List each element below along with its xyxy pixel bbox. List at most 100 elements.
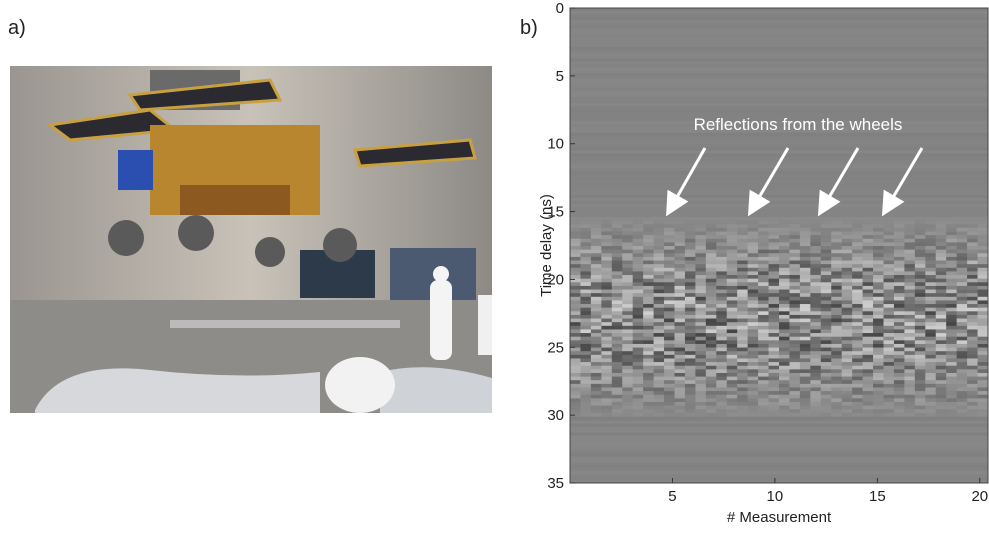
texture — [799, 383, 811, 388]
texture — [925, 289, 937, 294]
texture — [862, 412, 874, 417]
texture — [883, 387, 895, 392]
texture — [601, 267, 613, 272]
texture — [820, 227, 832, 232]
texture — [611, 282, 623, 287]
texture — [967, 412, 978, 417]
texture — [716, 369, 728, 374]
texture — [852, 300, 863, 305]
texture — [737, 285, 748, 290]
texture — [789, 307, 801, 312]
texture — [601, 256, 613, 261]
texture — [611, 318, 623, 323]
texture — [862, 282, 874, 287]
texture — [956, 387, 968, 392]
texture — [946, 401, 957, 406]
texture — [570, 358, 581, 363]
texture — [925, 231, 937, 236]
texture — [737, 362, 748, 367]
texture — [653, 242, 665, 247]
texture — [674, 267, 686, 272]
texture — [705, 340, 717, 345]
texture — [873, 372, 884, 377]
texture — [904, 318, 916, 323]
texture — [946, 318, 957, 323]
texture — [935, 314, 947, 319]
texture — [570, 114, 988, 119]
texture — [570, 235, 581, 240]
texture — [946, 325, 957, 330]
texture — [716, 401, 728, 406]
texture — [716, 249, 728, 254]
texture — [747, 271, 759, 276]
texture — [977, 318, 989, 323]
texture — [664, 224, 675, 229]
texture — [580, 293, 592, 298]
texture — [705, 282, 717, 287]
texture — [799, 329, 811, 334]
texture — [925, 343, 937, 348]
texture — [852, 278, 863, 283]
texture — [611, 365, 623, 370]
texture — [570, 285, 581, 290]
texture — [789, 405, 801, 410]
texture — [810, 231, 822, 236]
texture — [632, 253, 644, 258]
texture — [632, 322, 644, 327]
texture — [799, 405, 811, 410]
texture — [893, 409, 905, 414]
texture — [695, 340, 707, 345]
texture — [904, 343, 916, 348]
texture — [925, 347, 937, 352]
texture — [779, 217, 790, 221]
texture — [570, 380, 581, 385]
texture — [611, 220, 623, 225]
y-tick-label: 25 — [547, 339, 564, 356]
texture — [716, 336, 728, 341]
texture — [570, 168, 988, 172]
texture — [914, 282, 926, 287]
texture — [570, 322, 581, 327]
texture — [799, 314, 811, 319]
texture — [946, 333, 957, 337]
texture — [737, 278, 748, 283]
texture — [831, 380, 842, 385]
texture — [570, 474, 988, 478]
texture — [862, 409, 874, 414]
texture — [841, 343, 853, 348]
texture — [799, 296, 811, 301]
texture — [705, 231, 717, 236]
texture — [862, 311, 874, 316]
texture — [580, 231, 592, 236]
texture — [852, 343, 863, 348]
texture — [873, 293, 884, 298]
texture — [737, 256, 748, 261]
texture — [716, 311, 728, 316]
texture — [643, 391, 654, 396]
texture — [570, 383, 581, 388]
texture — [705, 217, 717, 221]
texture — [674, 398, 686, 403]
texture — [570, 365, 581, 370]
texture — [810, 285, 822, 290]
texture — [705, 362, 717, 367]
texture — [862, 340, 874, 345]
texture — [611, 336, 623, 341]
texture — [758, 242, 769, 247]
texture — [841, 217, 853, 221]
texture — [695, 275, 707, 279]
texture — [967, 318, 978, 323]
texture — [684, 293, 696, 298]
texture — [883, 264, 895, 269]
texture — [632, 304, 644, 308]
texture — [768, 343, 780, 348]
texture — [653, 278, 665, 283]
texture — [967, 289, 978, 294]
texture — [737, 401, 748, 406]
texture — [726, 401, 738, 406]
texture — [841, 220, 853, 225]
texture — [925, 358, 937, 363]
texture — [737, 376, 748, 381]
texture — [768, 249, 780, 254]
texture — [570, 325, 581, 330]
